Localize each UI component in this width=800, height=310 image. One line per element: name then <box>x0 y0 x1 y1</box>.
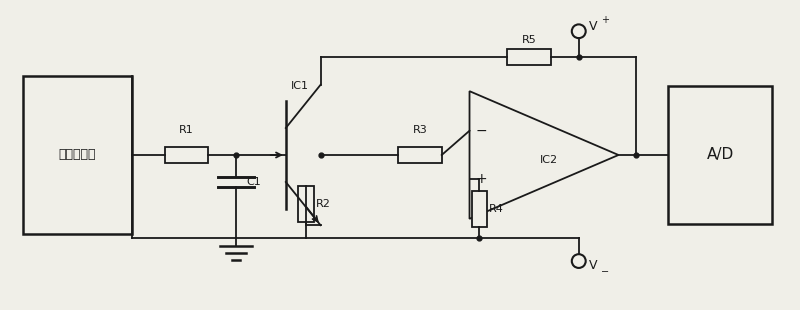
Bar <box>507 49 551 65</box>
Text: V: V <box>589 259 597 272</box>
Text: R4: R4 <box>490 204 504 214</box>
Bar <box>22 77 132 233</box>
Text: V: V <box>589 20 597 33</box>
Text: C1: C1 <box>246 176 261 187</box>
Text: R5: R5 <box>522 35 537 45</box>
Text: R3: R3 <box>413 125 427 135</box>
Text: A/D: A/D <box>706 148 734 162</box>
Bar <box>165 147 208 163</box>
Text: R1: R1 <box>179 125 194 135</box>
Bar <box>668 86 772 224</box>
Text: R2: R2 <box>315 199 330 209</box>
Text: 光电倍增管: 光电倍增管 <box>58 148 96 162</box>
Text: −: − <box>601 267 609 277</box>
Text: +: + <box>601 16 609 25</box>
Bar <box>298 186 314 222</box>
Bar <box>398 147 442 163</box>
Text: +: + <box>476 172 487 186</box>
Text: IC2: IC2 <box>540 155 558 165</box>
Bar <box>471 191 487 227</box>
Text: −: − <box>476 124 487 138</box>
Text: IC1: IC1 <box>290 81 309 91</box>
